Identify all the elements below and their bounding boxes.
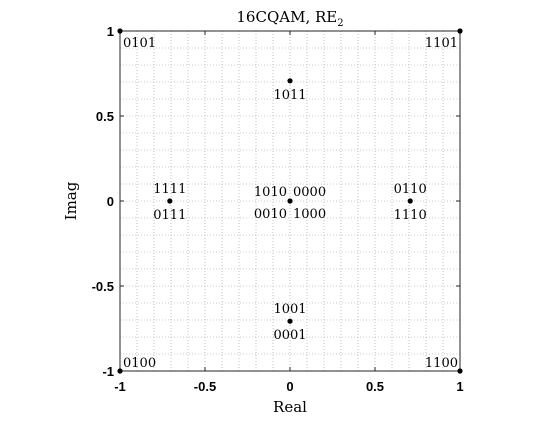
constellation-point bbox=[167, 198, 173, 204]
constellation-point bbox=[287, 198, 293, 204]
point-label: 0111 bbox=[153, 208, 186, 223]
point-label: 1011 bbox=[273, 88, 306, 103]
y-tick-label: 1 bbox=[107, 24, 114, 39]
y-axis-label: Imag bbox=[62, 181, 80, 220]
chart-title-subscript: 2 bbox=[337, 18, 343, 29]
constellation-point bbox=[287, 318, 293, 324]
point-layer bbox=[117, 28, 463, 374]
y-tick-label: 0.5 bbox=[96, 109, 114, 124]
tick-layer: -1 -0.5 0 0.5 1 -1 -0.5 0 0.5 1 bbox=[92, 24, 464, 394]
point-label: 1101 bbox=[425, 36, 458, 51]
point-label: 0110 bbox=[394, 182, 427, 197]
point-label: 0010 bbox=[254, 207, 287, 222]
point-label: 1010 bbox=[254, 185, 287, 200]
y-tick-label: 0 bbox=[107, 194, 114, 209]
y-tick-label: -1 bbox=[102, 364, 114, 379]
point-label: 1001 bbox=[273, 302, 306, 317]
x-tick-label: 0.5 bbox=[366, 379, 384, 394]
x-tick-label: 1 bbox=[456, 379, 463, 394]
point-label: 0001 bbox=[273, 328, 306, 343]
point-label: 0000 bbox=[293, 185, 326, 200]
label-layer: 0101 1101 0100 1100 1011 1001 0001 1111 0111 0110… bbox=[123, 36, 458, 371]
point-label: 1110 bbox=[394, 208, 427, 223]
constellation-point bbox=[287, 78, 293, 84]
constellation-point bbox=[407, 198, 413, 204]
point-label: 1111 bbox=[153, 182, 186, 197]
point-label: 1000 bbox=[293, 207, 326, 222]
x-tick-label: -1 bbox=[114, 379, 126, 394]
constellation-point bbox=[117, 368, 123, 374]
point-label: 0101 bbox=[123, 36, 156, 51]
x-tick-label: 0 bbox=[286, 379, 293, 394]
constellation-point bbox=[457, 368, 463, 374]
x-tick-label: -0.5 bbox=[194, 379, 216, 394]
constellation-point bbox=[457, 28, 463, 34]
y-tick-label: -0.5 bbox=[92, 279, 114, 294]
constellation-point bbox=[117, 28, 123, 34]
chart-title: 16CQAM, RE2 bbox=[236, 8, 343, 29]
x-axis-label: Real bbox=[273, 398, 307, 416]
point-label: 0100 bbox=[123, 356, 156, 371]
point-label: 1100 bbox=[425, 356, 458, 371]
chart-title-text: 16CQAM, RE bbox=[236, 8, 337, 26]
